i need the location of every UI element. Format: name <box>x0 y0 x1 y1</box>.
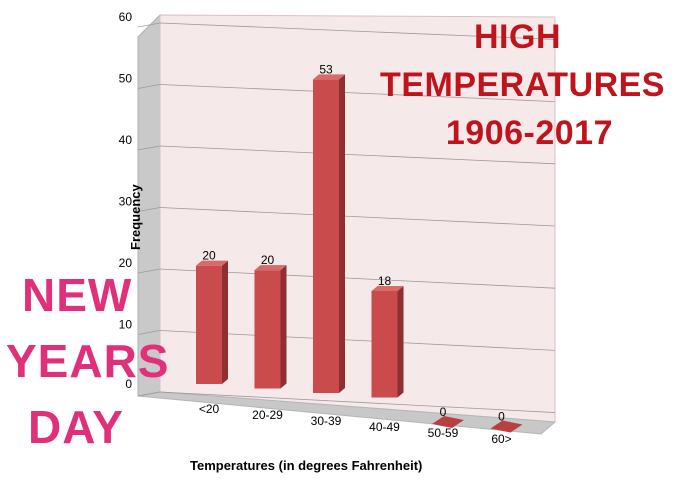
bar-60> <box>490 420 523 433</box>
data-label: 53 <box>319 62 333 76</box>
bar-50-59 <box>432 416 464 428</box>
gridline <box>159 22 556 40</box>
x-tick-label: 60> <box>491 432 511 446</box>
x-tick-label: 50-59 <box>428 426 459 440</box>
y-tick-label: 60 <box>119 10 133 24</box>
y-tick-label: 10 <box>119 318 133 332</box>
bar-<20 <box>196 260 228 384</box>
x-axis-label: Temperatures (in degrees Fahrenheit) <box>190 458 423 473</box>
x-tick-label: 30-39 <box>311 414 342 428</box>
chart-title-line-2: TEMPERATURES <box>380 66 665 104</box>
bar-20-29 <box>254 265 287 389</box>
y-tick-label: 30 <box>119 195 133 209</box>
y-tick-label: 0 <box>125 377 132 391</box>
bar-40-49 <box>371 286 404 398</box>
chart-title-line-1: HIGH <box>474 18 561 56</box>
data-label: 0 <box>498 410 505 424</box>
overlay-text-years: YEARS <box>6 335 170 387</box>
y-tick-label: 40 <box>119 133 133 147</box>
x-tick-label: <20 <box>199 402 220 416</box>
y-axis-ticks: 0 10 20 30 40 50 60 <box>119 10 133 391</box>
x-axis-ticks: <20 20-29 30-39 40-49 50-59 60> <box>199 402 512 446</box>
x-tick-label: 20-29 <box>252 408 283 422</box>
chart-title-line-3: 1906-2017 <box>445 114 613 152</box>
data-label: 18 <box>378 274 392 288</box>
gridline <box>159 207 556 227</box>
y-tick-label: 20 <box>119 256 133 270</box>
y-tick-label: 50 <box>119 72 133 86</box>
data-label: 20 <box>261 253 275 267</box>
gridline <box>159 84 556 103</box>
y-axis-label: Frequency <box>128 184 143 250</box>
data-label: 0 <box>440 405 447 419</box>
gridline <box>159 391 556 413</box>
gridline <box>159 145 556 165</box>
chart-gridlines <box>137 22 556 413</box>
overlay-text-new: NEW <box>22 269 133 321</box>
x-tick-label: 40-49 <box>369 420 400 434</box>
overlay-text-day: DAY <box>28 401 124 453</box>
chart-bars: 20 20 53 18 0 0 <box>196 62 523 433</box>
data-label: 20 <box>202 249 216 263</box>
bar-30-39 <box>313 74 345 394</box>
